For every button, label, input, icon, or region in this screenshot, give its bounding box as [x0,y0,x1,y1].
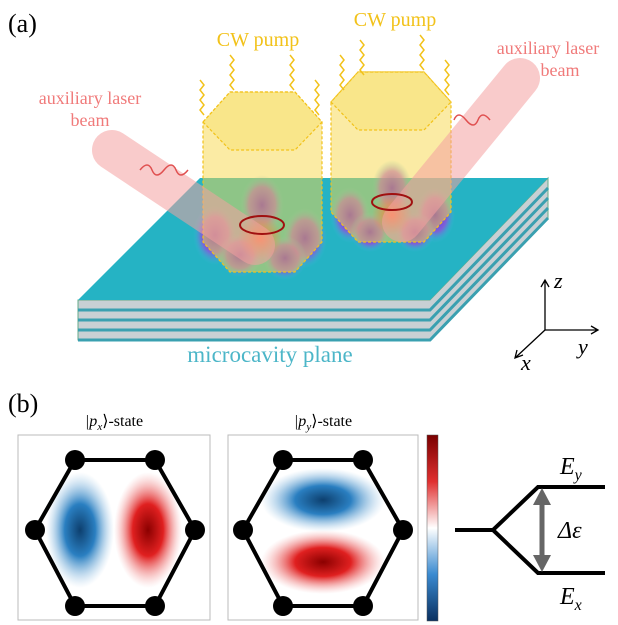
pump-label: CW pump [354,9,436,31]
pump-label: CW pump [217,29,299,51]
level-label: Ey [559,454,583,484]
panel-label: (b) [8,389,38,418]
level-label: Ex [559,584,582,614]
panel-label: (a) [8,9,37,38]
gap-label: Δε [557,518,582,544]
laser-label: auxiliary laser [497,38,599,58]
figure: (a) CW pump CW pump auxiliary l [0,0,618,625]
state-title: |px⟩-state [85,413,143,433]
state-map [228,435,418,620]
laser-label: beam [541,60,580,80]
axis-label: y [576,334,588,359]
state-map [18,435,210,620]
level-diagram [455,487,605,573]
axis-label: z [553,268,563,293]
laser-label: auxiliary laser [39,88,141,108]
axis-label: x [520,350,531,375]
state-title: |py⟩-state [294,413,352,433]
plane-label: microcavity plane [187,342,352,367]
laser-label: beam [71,110,110,130]
colorbar [427,435,438,621]
